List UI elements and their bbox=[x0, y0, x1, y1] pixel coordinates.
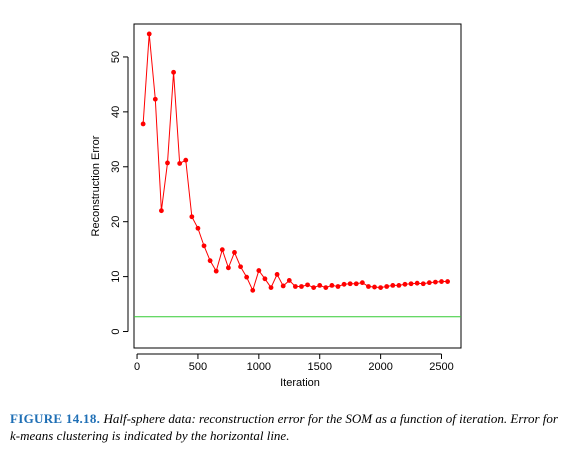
figure-caption-text: Half-sphere data: reconstruction error f… bbox=[10, 411, 558, 443]
data-point bbox=[207, 258, 213, 264]
som-error-line bbox=[142, 33, 448, 292]
data-point bbox=[183, 157, 189, 163]
data-point bbox=[189, 214, 195, 220]
data-point bbox=[159, 208, 164, 214]
data-point bbox=[201, 243, 207, 249]
data-point bbox=[402, 281, 408, 287]
data-point bbox=[140, 121, 146, 127]
som-error-points bbox=[140, 31, 451, 293]
data-point bbox=[396, 282, 402, 288]
x-tick-label: 1000 bbox=[247, 361, 271, 373]
data-point bbox=[286, 278, 292, 283]
x-tick-label: 2500 bbox=[429, 361, 453, 373]
data-point bbox=[378, 285, 384, 290]
data-point bbox=[292, 284, 298, 289]
data-point bbox=[317, 282, 323, 288]
data-point bbox=[311, 285, 317, 290]
x-tick-label: 2000 bbox=[368, 361, 392, 373]
data-point bbox=[213, 268, 219, 274]
data-point bbox=[366, 284, 371, 289]
data-point bbox=[152, 96, 158, 102]
data-point bbox=[299, 284, 304, 289]
data-point bbox=[225, 265, 231, 271]
data-point bbox=[341, 281, 347, 287]
data-point bbox=[414, 280, 420, 286]
data-point bbox=[329, 282, 335, 288]
data-point bbox=[390, 282, 396, 288]
data-point bbox=[219, 247, 225, 253]
y-tick-label: 30 bbox=[110, 161, 122, 173]
data-point bbox=[433, 279, 438, 285]
x-axis: 0 500 1000 1500 2000 2500 bbox=[134, 353, 454, 373]
data-point bbox=[262, 276, 268, 282]
y-tick-label: 40 bbox=[110, 106, 122, 118]
y-axis: 0 10 20 30 40 50 bbox=[110, 51, 129, 335]
data-point bbox=[177, 161, 183, 166]
x-tick-label: 1500 bbox=[307, 361, 331, 373]
data-point bbox=[171, 69, 176, 75]
data-point bbox=[445, 279, 451, 284]
data-point bbox=[268, 285, 274, 290]
data-point bbox=[256, 268, 262, 273]
y-tick-label: 20 bbox=[110, 216, 122, 228]
data-point bbox=[372, 284, 377, 290]
data-point bbox=[335, 284, 341, 289]
x-axis-title: Iteration bbox=[280, 377, 320, 389]
data-point bbox=[195, 225, 201, 231]
y-axis-title: Reconstruction Error bbox=[90, 135, 102, 236]
y-tick-label: 0 bbox=[110, 328, 122, 334]
data-point bbox=[280, 283, 286, 289]
data-point bbox=[232, 250, 237, 255]
figure-label: FIGURE 14.18. bbox=[10, 411, 101, 426]
data-point bbox=[274, 272, 280, 277]
data-point bbox=[439, 279, 444, 284]
data-point bbox=[384, 284, 390, 289]
data-point bbox=[408, 281, 414, 287]
data-point bbox=[305, 282, 310, 288]
data-point bbox=[420, 281, 426, 287]
data-point bbox=[323, 285, 329, 290]
y-tick-label: 10 bbox=[110, 270, 122, 282]
data-point bbox=[244, 274, 250, 280]
data-point bbox=[347, 281, 353, 287]
plot-frame bbox=[133, 23, 462, 349]
data-point bbox=[238, 264, 243, 270]
data-point bbox=[146, 31, 152, 37]
chart: 0 10 20 30 40 50 0 500 1000 1500 2000 2500 Iterati… bbox=[90, 23, 462, 389]
data-point bbox=[426, 280, 432, 286]
figure-caption: FIGURE 14.18. Half-sphere data: reconstr… bbox=[10, 410, 560, 444]
data-point bbox=[165, 160, 170, 166]
data-point bbox=[250, 287, 256, 293]
x-tick-label: 500 bbox=[189, 361, 207, 373]
data-point bbox=[359, 280, 365, 286]
data-point bbox=[353, 281, 359, 287]
y-tick-label: 50 bbox=[110, 51, 122, 63]
x-tick-label: 0 bbox=[134, 361, 140, 373]
